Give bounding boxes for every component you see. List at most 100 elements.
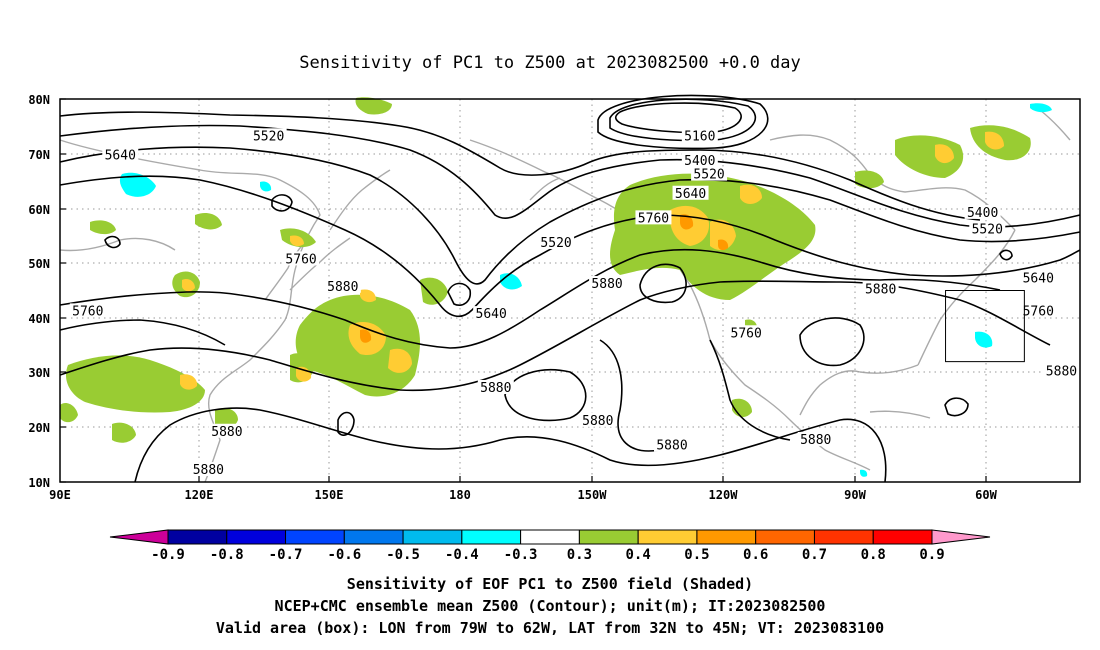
lon-label-180: 180	[449, 488, 471, 502]
colorbar-tick-label: 0.3	[567, 547, 592, 563]
contour-label-5880: 5880	[865, 283, 896, 298]
lat-label-20n: 20N	[28, 421, 50, 435]
contour-label-5880: 5880	[211, 425, 242, 440]
caption-line-1: Sensitivity of EOF PC1 to Z500 field (Sh…	[347, 575, 753, 593]
contour-label-bg	[797, 431, 834, 446]
sensitivity-shading	[60, 97, 1052, 477]
contour-label-bg	[208, 423, 245, 438]
contour-label-bg	[1043, 363, 1080, 378]
contour-label-5640: 5640	[476, 307, 507, 322]
colorbar-tick-label: 0.4	[626, 547, 651, 563]
contour-label-bg	[1020, 303, 1057, 318]
contour-label-5880: 5880	[656, 438, 687, 453]
colorbar: -0.9 -0.8 -0.7 -0.6 -0.5 -0.4 -0.3 0.3 0.4 0.5 0.6…	[109, 529, 991, 563]
figure-title: Sensitivity of PC1 to Z500 at 2023082500…	[299, 53, 801, 73]
contour-label-bg	[579, 412, 616, 427]
contour-label-bg	[477, 379, 514, 394]
contour-label-5880: 5880	[1046, 365, 1077, 380]
contour-label-5880: 5880	[582, 414, 613, 429]
contour-label-bg	[102, 147, 139, 162]
colorbar-tick-label: -0.7	[269, 547, 303, 563]
lon-label-90e: 90E	[49, 488, 71, 502]
contour-label-5160: 5160	[684, 129, 715, 144]
contour-label-bg	[654, 437, 690, 452]
colorbar-swatch	[343, 529, 404, 545]
caption-line-2: NCEP+CMC ensemble mean Z500 (Contour); u…	[275, 597, 826, 615]
contour-label-5520: 5520	[693, 168, 724, 183]
contour-label-bg	[681, 152, 718, 167]
contour-label-5880: 5880	[193, 463, 224, 478]
colorbar-low-arrow	[109, 529, 169, 545]
lat-label-30n: 30N	[28, 366, 50, 380]
latitude-labels: 80N 70N 60N 50N 40N 30N 20N 10N	[28, 93, 50, 490]
contour-label-bg	[691, 166, 728, 181]
lon-label-120w: 120W	[709, 488, 739, 502]
contour-label-5640: 5640	[105, 148, 136, 163]
colorbar-tick-label: -0.5	[386, 547, 420, 563]
colorbar-tick-label: -0.6	[327, 547, 361, 563]
colorbar-tick-label: 0.9	[919, 547, 944, 563]
contour-label-bg	[1020, 270, 1057, 285]
colorbar-tick-label: 0.6	[743, 547, 768, 563]
lat-label-60n: 60N	[28, 203, 50, 217]
lon-label-60w: 60W	[975, 488, 997, 502]
colorbar-tick-label: -0.3	[504, 547, 538, 563]
contour-label-5760: 5760	[285, 252, 316, 267]
caption-line-3: Valid area (box): LON from 79W to 62W, L…	[216, 619, 884, 637]
colorbar-swatch	[872, 529, 933, 545]
contour-label-5880: 5880	[800, 433, 831, 448]
contour-label-5760: 5760	[72, 304, 103, 319]
axis-ticks	[60, 98, 987, 483]
colorbar-tick-label: -0.4	[445, 547, 479, 563]
contour-label-5880: 5880	[327, 280, 358, 295]
contour-label-5520: 5520	[540, 236, 571, 251]
contour-label-5640: 5640	[675, 187, 706, 202]
contour-label-5760: 5760	[1023, 304, 1054, 319]
contour-label-5760: 5760	[731, 326, 762, 341]
colorbar-high-arrow	[931, 529, 991, 545]
colorbar-swatch	[402, 529, 463, 545]
contour-label-bg	[283, 251, 320, 266]
colorbar-tick-label: 0.5	[684, 547, 709, 563]
lon-label-120e: 120E	[185, 488, 214, 502]
contour-label-bg	[635, 210, 672, 225]
lon-label-150w: 150W	[578, 488, 608, 502]
contour-label-bg	[538, 234, 575, 249]
contour-label-bg	[190, 462, 227, 477]
colorbar-swatch	[813, 529, 874, 545]
lat-label-50n: 50N	[28, 257, 50, 271]
colorbar-tick-label: 0.7	[802, 547, 827, 563]
colorbar-swatch	[226, 529, 287, 545]
colorbar-swatch	[696, 529, 757, 545]
valid-area-box	[945, 290, 1025, 363]
colorbar-swatch	[461, 529, 522, 545]
lat-label-70n: 70N	[28, 148, 50, 162]
lon-label-150e: 150E	[315, 488, 344, 502]
contour-label-5880: 5880	[480, 381, 511, 396]
contour-label-5760: 5760	[638, 211, 669, 226]
contour-label-bg	[969, 221, 1006, 236]
contour-label-bg	[728, 325, 765, 340]
lat-label-40n: 40N	[28, 312, 50, 326]
map-frame	[59, 98, 1081, 483]
contour-label-bg	[589, 276, 626, 291]
colorbar-tick-label: -0.8	[210, 547, 244, 563]
lat-label-10n: 10N	[28, 476, 50, 490]
contour-label-5520: 5520	[972, 222, 1003, 237]
contour-label-5520: 5520	[253, 129, 284, 144]
contour-label-bg	[324, 278, 361, 293]
lat-label-80n: 80N	[28, 93, 50, 107]
colorbar-swatch	[578, 529, 639, 545]
colorbar-swatch	[520, 529, 580, 545]
longitude-labels: 90E 120E 150E 180 150W 120W 90W 60W	[49, 488, 997, 502]
colorbar-tick-label: -0.9	[151, 547, 185, 563]
lon-label-90w: 90W	[844, 488, 866, 502]
map-panel: 5520564051605400552056405760552054005520…	[28, 93, 1081, 502]
colorbar-swatch	[167, 529, 228, 545]
contour-label-bg	[250, 128, 287, 143]
contour-label-5640: 5640	[1023, 272, 1054, 287]
contour-label-5400: 5400	[684, 154, 715, 169]
colorbar-tick-label: 0.8	[861, 547, 886, 563]
contour-labels: 5520564051605400552056405760552054005520…	[69, 128, 1080, 478]
